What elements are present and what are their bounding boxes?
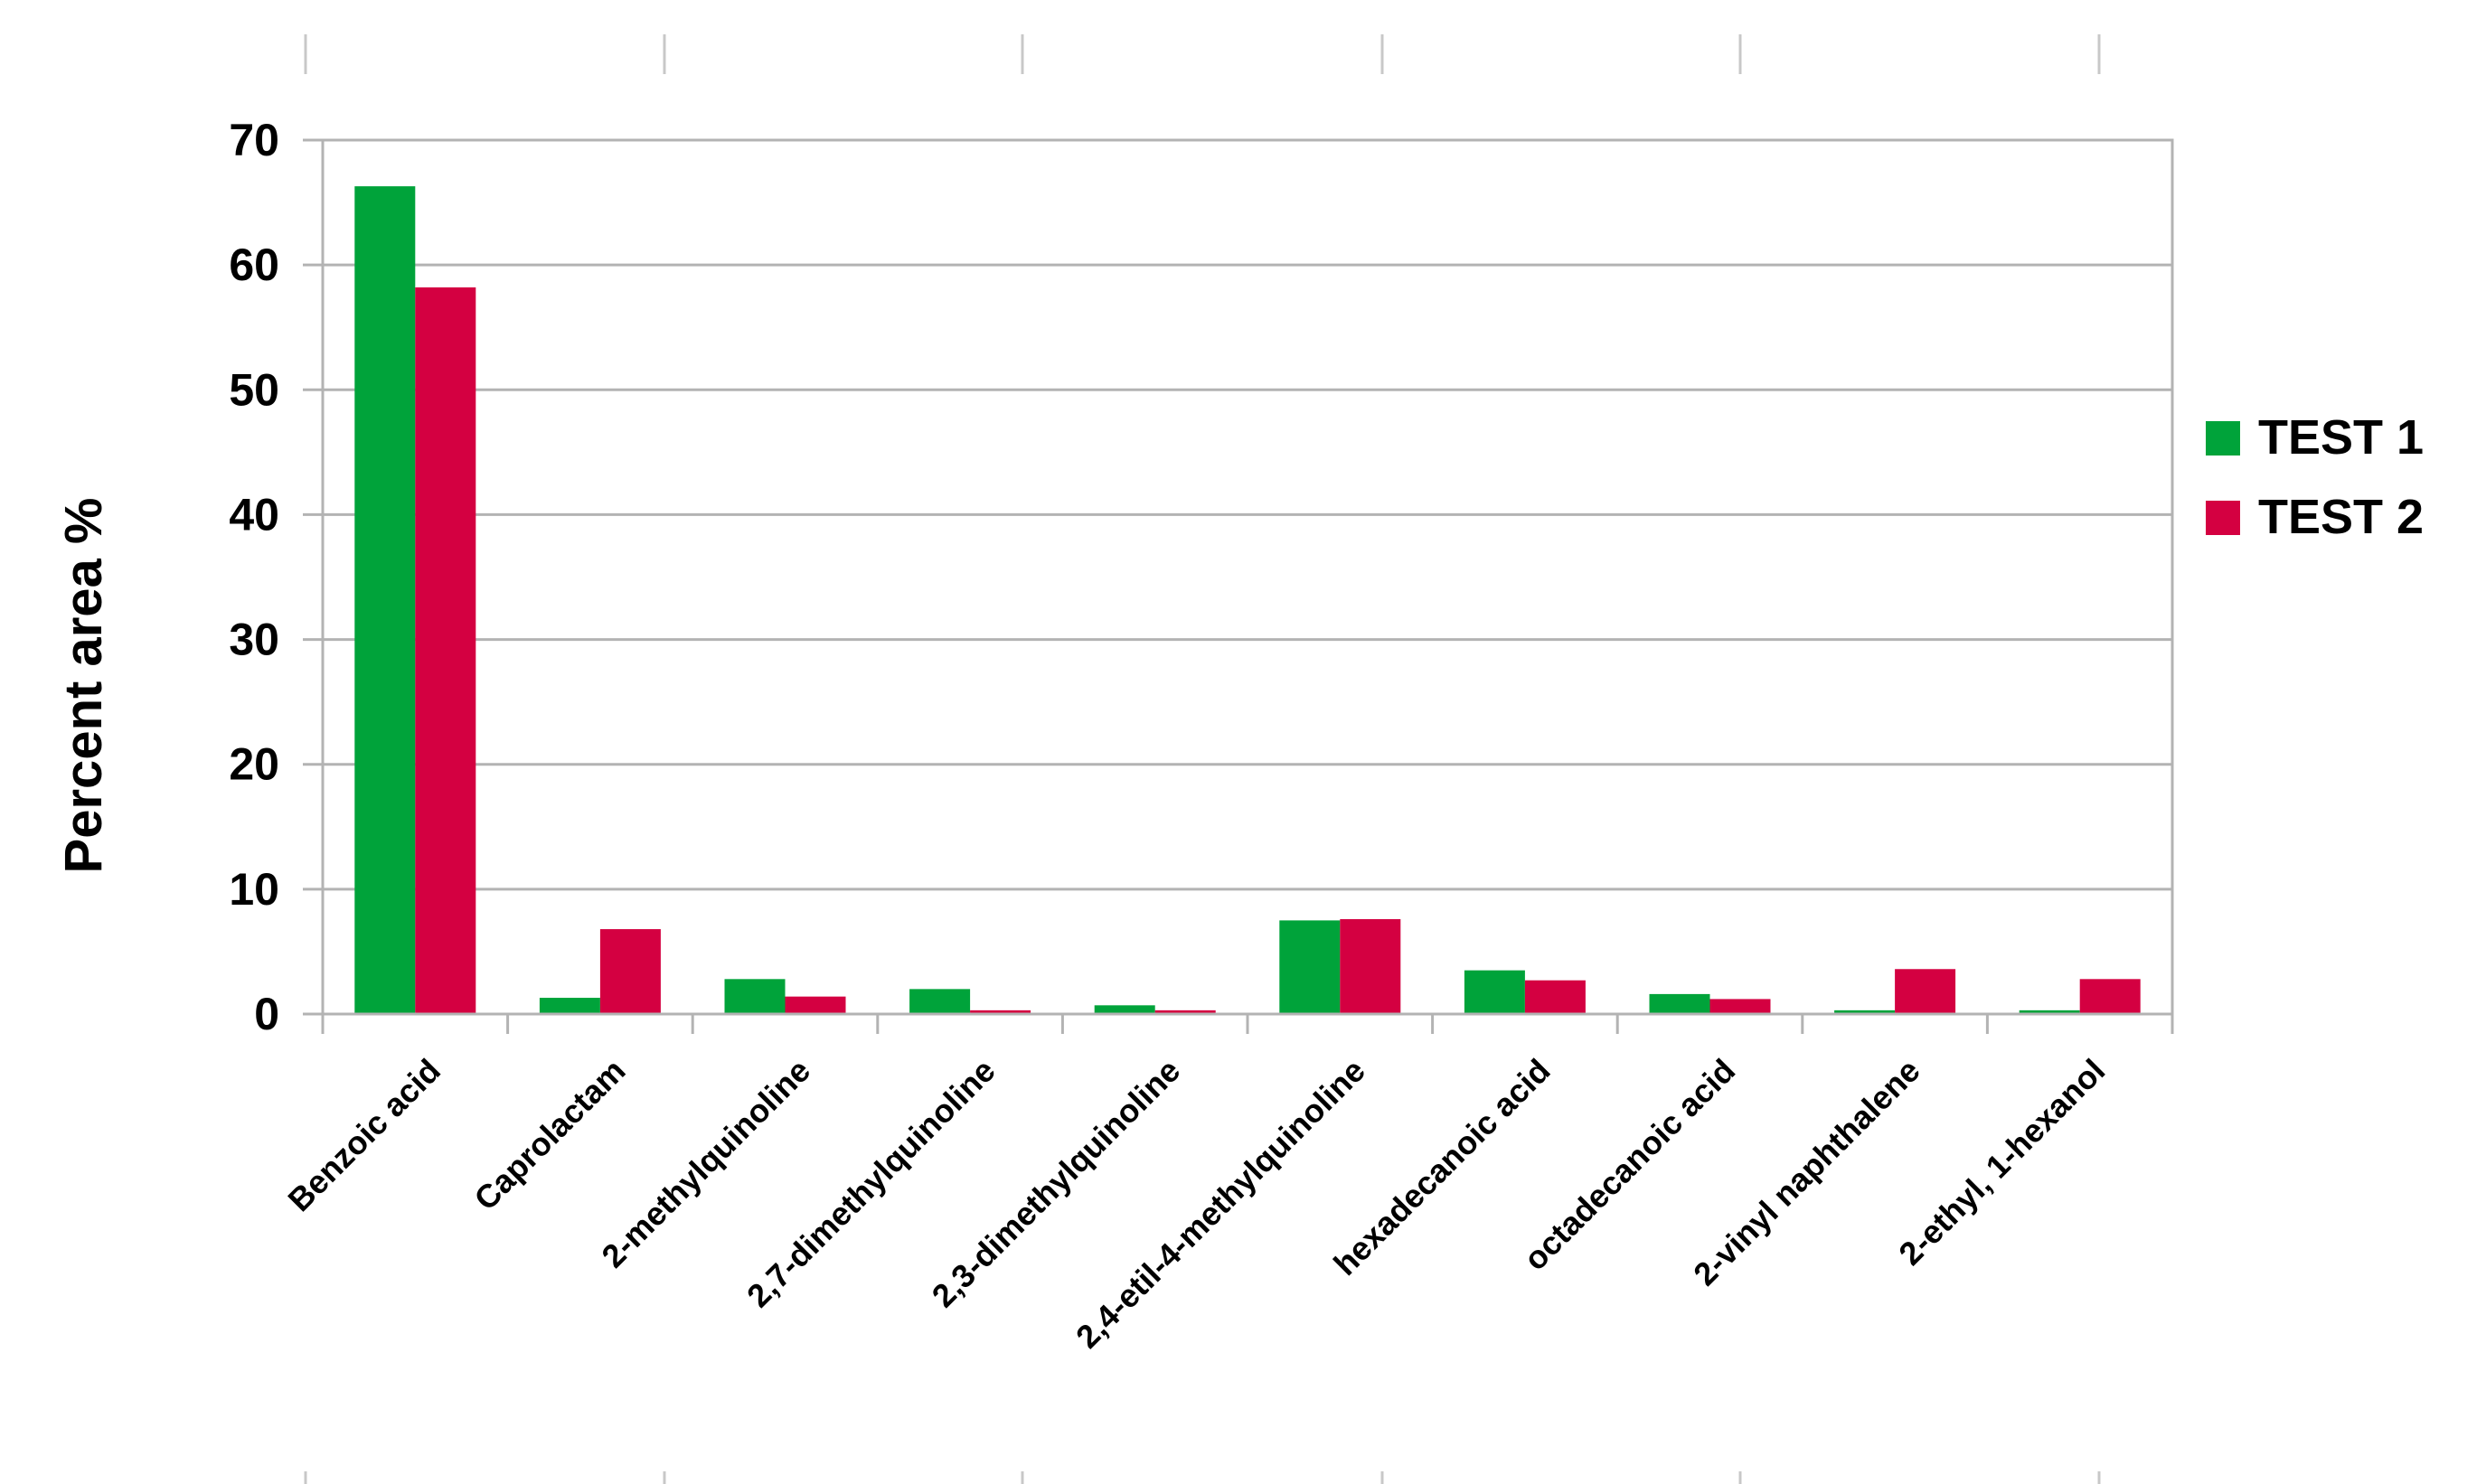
gridlines (303, 138, 2172, 1016)
plot-area-frame (321, 138, 2174, 1016)
bar-test2 (1524, 980, 1586, 1014)
legend-swatch-test1 (2206, 421, 2240, 456)
bar-test2 (2079, 979, 2141, 1014)
legend-label-test2: TEST 2 (2258, 490, 2424, 544)
bar-test2 (1340, 919, 1401, 1014)
bar-test2 (1154, 1010, 1216, 1014)
bar-test1 (1279, 920, 1341, 1014)
y-tick-label: 70 (229, 115, 279, 165)
bar-test1 (1649, 993, 1710, 1014)
x-category-label: 2-methylquinoline (594, 1052, 817, 1275)
y-tick-label: 40 (229, 489, 279, 540)
bar-test1 (2019, 1010, 2080, 1014)
y-tick-label: 10 (229, 864, 279, 915)
bars (354, 186, 2141, 1015)
bar-test1 (539, 998, 600, 1014)
y-tick-label: 0 (254, 989, 279, 1039)
y-tick-label: 60 (229, 240, 279, 290)
x-category-label: 2,4-etil-4-methylquinoline (1069, 1052, 1372, 1356)
bottom-decorative-ticks (304, 1471, 2101, 1484)
y-tick-label: 30 (229, 615, 279, 665)
bar-test2 (970, 1010, 1031, 1014)
y-tick-label: 50 (229, 364, 279, 415)
bar-test1 (909, 989, 971, 1014)
top-decorative-ticks (304, 34, 2101, 74)
y-axis-tick-labels: 0 10 20 30 40 50 60 70 (229, 115, 279, 1039)
y-axis-title: Percent area % (54, 498, 113, 874)
bar-test1 (1464, 970, 1525, 1014)
bar-test1 (354, 186, 416, 1014)
x-category-label: 2-ethyl, 1-hexanol (1891, 1052, 2112, 1273)
bar-test2 (785, 996, 846, 1014)
bar-test2 (599, 929, 661, 1014)
legend: TEST 1 TEST 2 (2206, 410, 2424, 544)
legend-swatch-test2 (2206, 501, 2240, 535)
y-tick-label: 20 (229, 739, 279, 790)
x-axis-ticks (321, 1014, 2174, 1034)
bar-test1 (724, 979, 786, 1014)
x-axis-category-labels: Benzoic acid Caprolactam2-methylquinoline… (280, 1052, 2112, 1356)
bar-test1 (1834, 1010, 1896, 1014)
bar-test1 (1094, 1005, 1155, 1014)
x-category-label: Caprolactam (466, 1052, 632, 1217)
legend-label-test1: TEST 1 (2258, 410, 2424, 465)
x-category-label: Benzoic acid (280, 1052, 447, 1219)
bar-test2 (415, 287, 476, 1015)
bar-test2 (1709, 999, 1771, 1014)
bar-test2 (1895, 969, 1956, 1014)
